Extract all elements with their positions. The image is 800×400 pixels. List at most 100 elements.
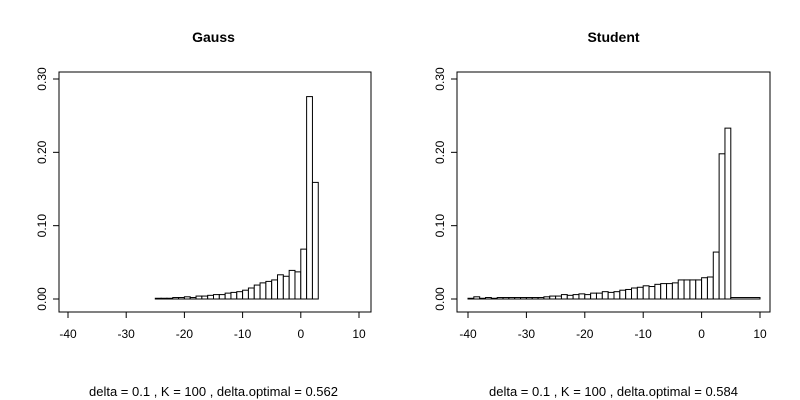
histogram-bar (265, 280, 273, 300)
histogram-bar (166, 297, 174, 300)
plot-frame (58, 71, 372, 313)
y-tick-label: 0.00 (433, 287, 447, 311)
x-tick-label: 0 (698, 327, 705, 341)
histogram-bar (178, 297, 185, 300)
x-tick-label: -10 (234, 327, 252, 341)
histogram-bar (572, 294, 580, 300)
histogram-bar (689, 279, 697, 300)
histogram-bar (311, 181, 319, 300)
chart-title: Student (587, 29, 639, 45)
histogram-bar (677, 279, 685, 300)
histogram-bar (277, 274, 284, 300)
histogram-bar (607, 291, 615, 300)
histogram-bar (502, 297, 510, 300)
histogram-bar (648, 286, 656, 300)
y-tick-label: 0.30 (433, 67, 447, 91)
gauss-panel: Gauss -40 -30 -20 -10 0 10 0.00 0.10 0.20 0.30 d… (35, 29, 372, 399)
histogram-bar (288, 269, 296, 300)
histogram-bar (294, 271, 302, 300)
histogram-bars (467, 127, 761, 300)
histogram-bar (531, 297, 539, 300)
x-tick-label: -10 (635, 327, 653, 341)
histogram-bar (601, 291, 609, 300)
histogram-bar (230, 291, 238, 300)
x-tick-label: -20 (176, 327, 194, 341)
histogram-bar (213, 294, 220, 300)
histogram-bar (642, 285, 650, 300)
x-tick-label: -30 (518, 327, 536, 341)
histogram-bar (660, 283, 668, 300)
histogram-bar (467, 297, 475, 300)
x-tick-label: -20 (576, 327, 594, 341)
y-tick-label: 0.00 (35, 287, 49, 311)
x-tick-label: -40 (59, 327, 77, 341)
histogram-bar (683, 279, 691, 300)
histogram-bar (701, 277, 708, 300)
histogram-bar (706, 276, 714, 300)
histogram-bar (671, 282, 679, 300)
histogram-bar (566, 294, 574, 300)
histogram-bar (189, 297, 197, 300)
histogram-bar (183, 296, 191, 300)
histogram-bar (595, 292, 603, 300)
histogram-bar (654, 283, 662, 300)
histogram-bar (636, 286, 644, 300)
x-axis: -40 -30 -20 -10 0 10 (59, 311, 366, 341)
histogram-bar (520, 297, 527, 300)
histogram-bar (555, 295, 562, 300)
x-tick-label: 10 (352, 327, 366, 341)
x-axis-label: delta = 0.1 , K = 100 , delta.optimal = … (89, 384, 338, 399)
student-panel: Student -40 -30 -20 -10 0 10 0.00 0.10 0.20 0.30… (433, 29, 771, 399)
chart-title: Gauss (192, 29, 235, 45)
y-tick-label: 0.30 (35, 67, 49, 91)
histogram-bar (584, 294, 592, 300)
histogram-bar (224, 292, 232, 300)
x-axis-label: delta = 0.1 , K = 100 , delta.optimal = … (489, 384, 738, 399)
histogram-bar (590, 292, 597, 300)
histogram-bar (253, 284, 261, 300)
histogram-bar (195, 295, 203, 300)
histogram-bar (271, 279, 279, 300)
histogram-bar (631, 287, 638, 300)
histogram-bar (666, 283, 673, 300)
histogram-bar (172, 297, 180, 300)
histogram-bar (496, 297, 504, 300)
histogram-bar (525, 297, 533, 300)
histogram-bar (242, 289, 249, 300)
histogram-bar (695, 279, 703, 300)
histogram-bar (543, 296, 551, 300)
histogram-bar (160, 297, 168, 300)
histogram-bar (619, 289, 627, 300)
y-tick-label: 0.20 (433, 140, 447, 164)
histogram-bar (479, 297, 487, 300)
histogram-bar (724, 127, 732, 300)
histogram-bar (549, 295, 557, 300)
histogram-bar (300, 248, 308, 300)
histogram-bar (613, 291, 621, 300)
histogram-bars (154, 96, 319, 300)
x-tick-label: -40 (459, 327, 477, 341)
histogram-bar (718, 153, 726, 300)
histogram-bar (508, 297, 516, 300)
x-tick-label: 0 (297, 327, 304, 341)
histogram-bar (473, 296, 481, 300)
histogram-bar (207, 294, 214, 300)
histogram-bar (712, 251, 720, 300)
histogram-bar (625, 288, 633, 300)
y-tick-label: 0.10 (433, 214, 447, 238)
x-tick-label: 10 (753, 327, 767, 341)
histogram-bar (218, 294, 226, 300)
histogram-bar (154, 297, 162, 300)
histogram-bar (485, 297, 492, 300)
y-axis: 0.00 0.10 0.20 0.30 (433, 67, 458, 311)
histogram-bar (259, 282, 267, 300)
histogram-bar (490, 297, 498, 300)
y-tick-label: 0.10 (35, 214, 49, 238)
histogram-bar (247, 287, 255, 300)
histogram-bar (560, 294, 568, 300)
x-tick-label: -30 (118, 327, 136, 341)
histogram-bar (201, 295, 209, 300)
histogram-bar (578, 293, 586, 300)
histogram-bar (282, 275, 290, 300)
